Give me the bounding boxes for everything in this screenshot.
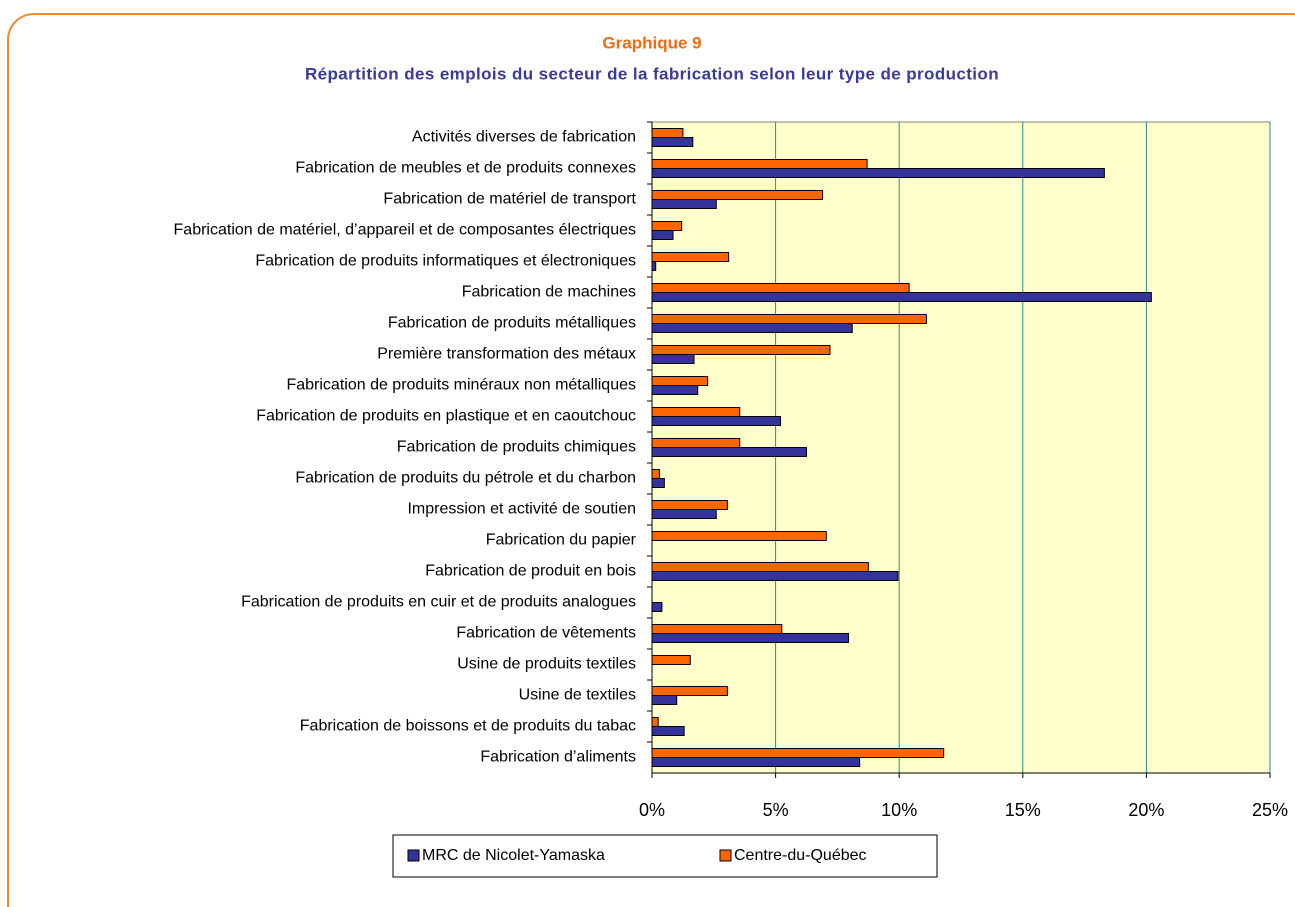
x-tick-label: 5% [763,800,789,820]
bar [651,686,728,696]
bar [651,376,709,386]
y-tick-label: Fabrication de meubles et de produits co… [295,160,636,177]
bar [651,500,728,510]
bar [651,323,853,333]
y-tick-label: Fabrication de produits du pétrole et du… [295,470,636,487]
bar [651,159,868,169]
bar [651,602,663,612]
bar [651,748,945,758]
legend-swatch [719,849,732,862]
x-tick-label: 25% [1252,800,1288,820]
y-tick-label: Fabrication d’aliments [480,749,636,766]
legend-swatch [407,849,420,862]
y-tick-label: Impression et activité de soutien [407,501,636,518]
y-tick-label: Fabrication de matériel, d’appareil et d… [174,222,636,239]
bar [651,385,699,395]
bar [651,230,674,240]
bar [651,314,927,324]
bar [651,695,678,705]
y-tick-label: Première transformation des métaux [377,346,636,363]
y-tick-label: Fabrication de produit en bois [425,563,636,580]
y-tick-label: Usine de textiles [519,687,636,704]
bar [651,416,782,426]
bar [651,655,691,665]
legend-label: MRC de Nicolet-Yamaska [422,847,605,864]
bar [651,531,827,541]
bar [651,252,730,262]
chart-title: Graphique 9 [602,33,701,52]
bar [651,168,1105,178]
bar [651,354,695,364]
bar [651,199,717,209]
y-tick-label: Activités diverses de fabrication [412,129,636,146]
bar [651,292,1152,302]
y-tick-label: Fabrication du papier [486,532,637,549]
bar [651,509,717,519]
bar [651,137,694,147]
legend-box [392,834,938,878]
y-tick-label: Fabrication de vêtements [456,625,636,642]
x-tick-label: 10% [881,800,917,820]
bar [651,726,685,736]
bar [651,407,741,417]
bar [651,757,861,767]
y-tick-label: Usine de produits textiles [457,656,636,673]
y-tick-label: Fabrication de produits minéraux non mét… [286,377,636,394]
y-tick-label: Fabrication de produits informatiques et… [255,253,636,270]
bar [651,261,657,271]
bar [651,438,741,448]
bar [651,717,659,727]
y-tick-label: Fabrication de produits chimiques [397,439,636,456]
bar [651,447,807,457]
y-tick-label: Fabrication de matériel de transport [383,191,636,208]
y-tick-label: Fabrication de machines [462,284,636,301]
x-tick-label: 15% [1005,800,1041,820]
chart-subtitle: Répartition des emplois du secteur de la… [305,64,999,83]
legend-label: Centre-du-Québec [734,847,867,864]
y-tick-label: Fabrication de produits en plastique et … [256,408,636,425]
bar [651,221,683,231]
bar [651,283,910,293]
bar [651,469,660,479]
y-tick-label: Fabrication de boissons et de produits d… [300,718,636,735]
y-tick-label: Fabrication de produits en cuir et de pr… [241,594,636,611]
bar [651,345,831,355]
bar [651,478,665,488]
x-tick-label: 0% [639,800,665,820]
x-tick-label: 20% [1128,800,1164,820]
bar [651,190,824,200]
bar [651,571,899,581]
bar [651,624,783,634]
bar [651,633,850,643]
bar [651,128,684,138]
y-tick-label: Fabrication de produits métalliques [388,315,636,332]
bar [651,562,869,572]
